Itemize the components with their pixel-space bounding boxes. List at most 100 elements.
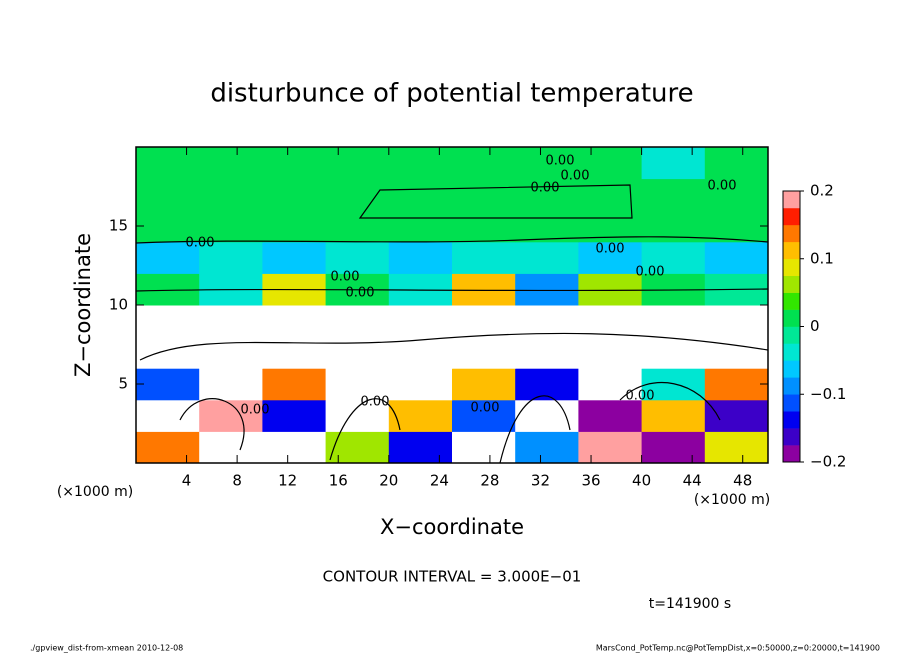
colorbar-swatch <box>783 377 800 395</box>
heat-cell <box>578 431 643 464</box>
heat-cell <box>136 336 200 369</box>
heat-cell <box>452 368 516 401</box>
y-tick-label: 5 <box>118 375 128 393</box>
heat-cell <box>325 210 390 243</box>
heat-cell <box>452 178 516 211</box>
y-tick-label: 15 <box>109 217 128 235</box>
contour-label: 0.00 <box>531 181 560 196</box>
colorbar-swatch <box>783 445 800 463</box>
contour-label: 0.00 <box>561 169 590 184</box>
heat-cell <box>388 305 453 338</box>
heat-cell <box>325 241 390 274</box>
contour-label: 0.00 <box>346 286 375 301</box>
x-tick-label: 40 <box>632 472 651 490</box>
heat-cell <box>452 336 516 369</box>
heat-cell <box>199 210 263 243</box>
x-tick-label: 16 <box>329 472 348 490</box>
heat-cell <box>262 305 327 338</box>
x-tick-label: 12 <box>278 472 297 490</box>
heat-cell <box>262 399 327 432</box>
colorbar-tick-label: 0.2 <box>810 182 834 200</box>
contour-line <box>135 236 769 244</box>
heat-cell <box>325 368 390 401</box>
heat-cell <box>136 210 200 243</box>
heat-cell <box>641 241 706 274</box>
heat-cell <box>704 241 769 274</box>
colorbar-tick-label: 0 <box>810 317 820 335</box>
contour-label: 0.00 <box>361 395 390 410</box>
contour-line <box>135 288 769 292</box>
x-tick-label: 8 <box>232 472 242 490</box>
heat-cell <box>388 178 453 211</box>
heat-cell <box>199 305 263 338</box>
heat-cell <box>452 431 516 464</box>
heat-cell <box>641 147 706 180</box>
heat-cell <box>262 210 327 243</box>
colorbar-swatch <box>783 428 800 446</box>
contour-label: 0.00 <box>708 179 737 194</box>
heat-cell <box>452 210 516 243</box>
contour-label: 0.00 <box>471 401 500 416</box>
colorbar-swatch <box>783 343 800 361</box>
colorbar-swatch <box>783 275 800 293</box>
heat-cell <box>199 241 263 274</box>
heat-cell <box>136 273 200 306</box>
heat-cell <box>388 210 453 243</box>
heat-cell <box>578 273 643 306</box>
heat-cell <box>136 147 200 180</box>
colorbar-swatch <box>783 411 800 429</box>
x-tick-label: 32 <box>531 472 550 490</box>
y-unit: (×1000 m) <box>57 484 133 500</box>
heat-cell <box>325 431 390 464</box>
heat-cell <box>578 399 643 432</box>
contour-label: 0.00 <box>626 389 655 404</box>
heat-cell <box>325 147 390 180</box>
colorbar-swatch <box>783 241 800 260</box>
heat-cell <box>262 336 327 369</box>
heat-cell <box>578 305 643 338</box>
footer-left: ./gpview_dist-from-xmean 2010-12-08 <box>30 644 183 653</box>
heat-cell <box>515 368 579 401</box>
colorbar-swatch <box>783 224 800 243</box>
contour-interval: CONTOUR INTERVAL = 3.000E−01 <box>323 568 582 586</box>
heat-cell <box>262 431 327 464</box>
heat-cell <box>578 147 643 180</box>
heat-cell <box>388 241 453 274</box>
heat-cell <box>452 399 516 432</box>
colorbar-swatch <box>783 360 800 378</box>
contour-line <box>139 332 769 361</box>
colorbar-swatch <box>783 326 800 344</box>
contour-line <box>179 398 245 451</box>
heat-cell <box>199 368 263 401</box>
colorbar-swatch <box>783 309 800 327</box>
heat-cell <box>388 147 453 180</box>
heat-cell <box>641 399 706 432</box>
heat-cell <box>452 273 516 306</box>
contour-line <box>329 398 401 461</box>
contour-label: 0.00 <box>546 154 575 169</box>
x-tick-label: 20 <box>379 472 398 490</box>
heat-cell <box>641 431 706 464</box>
heat-cell <box>452 147 516 180</box>
heat-cell <box>515 305 579 338</box>
colorbar-swatch <box>783 394 800 412</box>
heat-cell <box>262 147 327 180</box>
colorbar-swatch <box>783 207 800 226</box>
colorbar-swatch <box>783 258 800 276</box>
footer-right: MarsCond_PotTemp.nc@PotTempDist,x=0:5000… <box>596 644 880 653</box>
heat-cell <box>578 336 643 369</box>
heat-cell <box>704 178 769 211</box>
contour-line <box>358 184 633 219</box>
contour-label: 0.00 <box>331 270 360 285</box>
heat-cell <box>136 178 200 211</box>
heat-cell <box>199 431 263 464</box>
heat-cell <box>325 336 390 369</box>
heat-cell <box>578 368 643 401</box>
heat-cell <box>199 147 263 180</box>
heat-cell <box>704 210 769 243</box>
y-tick-label: 10 <box>109 296 128 314</box>
heat-cell <box>704 305 769 338</box>
x-unit: (×1000 m) <box>694 492 770 508</box>
colorbar-swatch <box>783 292 800 310</box>
